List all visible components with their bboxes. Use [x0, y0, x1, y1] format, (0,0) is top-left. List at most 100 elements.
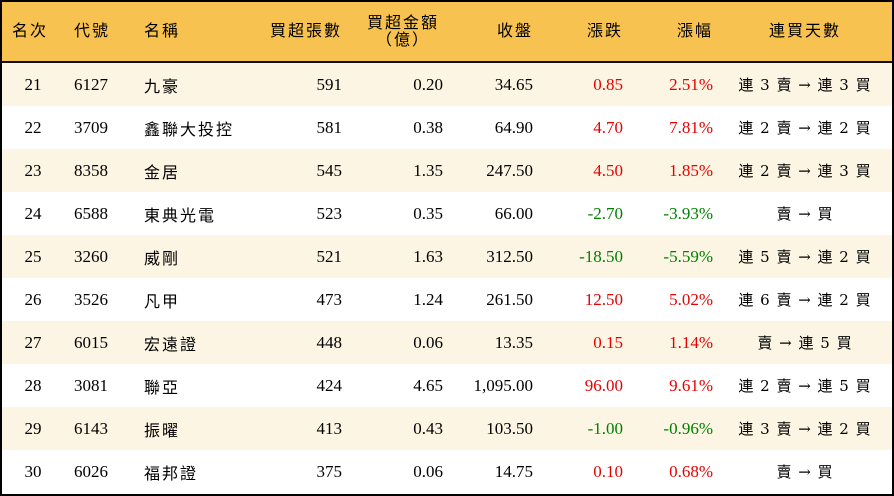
cell-net-buy-amount: 1.24 — [413, 289, 443, 309]
cell-name: 福邦證 — [144, 463, 199, 483]
cell-code: 6143 — [74, 418, 108, 438]
cell-name: 聯亞 — [144, 377, 181, 397]
cell-streak: 連 3 賣 → 連 2 買 — [738, 420, 872, 438]
cell-close: 13.35 — [494, 332, 533, 352]
cell-net-buy-amount: 0.06 — [413, 461, 443, 481]
header-close: 收盤 — [496, 21, 533, 41]
cell-name: 金居 — [144, 162, 181, 182]
cell-close: 1,095.00 — [473, 375, 534, 395]
cell-net-buy-amount: 0.20 — [413, 74, 443, 94]
cell-rank: 24 — [24, 203, 42, 223]
table-row: 30 6026 福邦證 375 0.06 14.75 0.10 0.68% 賣 … — [2, 450, 892, 493]
cell-streak: 賣 → 買 — [776, 463, 834, 481]
table-row: 28 3081 聯亞 424 4.65 1,095.00 96.00 9.61%… — [2, 364, 892, 407]
cell-change-pct: 2.51% — [669, 74, 713, 94]
header-change: 漲跌 — [586, 21, 623, 41]
cell-change: -2.70 — [587, 203, 623, 223]
cell-rank: 28 — [24, 375, 42, 395]
cell-code: 3526 — [74, 289, 108, 309]
cell-net-buy-lots: 521 — [316, 246, 343, 266]
cell-rank: 26 — [24, 289, 42, 309]
table-row: 22 3709 鑫聯大投控 581 0.38 64.90 4.70 7.81% … — [2, 106, 892, 149]
cell-rank: 22 — [24, 117, 42, 137]
header-net-buy-amount-line2: （億） — [375, 29, 430, 49]
cell-rank: 27 — [24, 332, 42, 352]
cell-code: 6588 — [74, 203, 108, 223]
header-net-buy-amount-line1: 買超金額 — [366, 12, 439, 32]
cell-rank: 21 — [24, 74, 42, 94]
cell-change-pct: 7.81% — [669, 117, 713, 137]
cell-name: 宏遠證 — [144, 334, 199, 354]
header-name: 名稱 — [144, 21, 181, 41]
header-net-buy-amount: 買超金額 （億） — [362, 2, 444, 61]
cell-net-buy-lots: 591 — [316, 74, 343, 94]
cell-streak: 連 2 賣 → 連 2 買 — [738, 119, 872, 137]
cell-change: 4.70 — [593, 117, 623, 137]
cell-net-buy-amount: 0.43 — [413, 418, 443, 438]
cell-change: -1.00 — [587, 418, 623, 438]
cell-rank: 25 — [24, 246, 42, 266]
cell-net-buy-lots: 545 — [316, 160, 343, 180]
header-code: 代號 — [74, 21, 111, 41]
cell-net-buy-amount: 1.35 — [413, 160, 443, 180]
cell-name: 東典光電 — [144, 205, 217, 225]
cell-streak: 連 3 賣 → 連 3 買 — [738, 76, 872, 94]
cell-change-pct: 1.14% — [669, 332, 713, 352]
cell-name: 威剛 — [144, 248, 181, 268]
table-row: 24 6588 東典光電 523 0.35 66.00 -2.70 -3.93%… — [2, 192, 892, 235]
table-row: 21 6127 九豪 591 0.20 34.65 0.85 2.51% 連 3… — [2, 63, 892, 106]
cell-net-buy-amount: 4.65 — [413, 375, 443, 395]
table-row: 29 6143 振曜 413 0.43 103.50 -1.00 -0.96% … — [2, 407, 892, 450]
cell-name: 振曜 — [144, 420, 181, 440]
cell-net-buy-lots: 523 — [316, 203, 343, 223]
cell-code: 3260 — [74, 246, 108, 266]
table-header: 名次 代號 名稱 買超張數 買超金額 （億） 收盤 漲跌 漲幅 連買天數 — [2, 2, 892, 63]
header-net-buy-lots: 買超張數 — [269, 21, 342, 41]
cell-streak: 賣 → 連 5 買 — [757, 334, 853, 352]
cell-change-pct: -3.93% — [663, 203, 713, 223]
table-row: 23 8358 金居 545 1.35 247.50 4.50 1.85% 連 … — [2, 149, 892, 192]
cell-change-pct: -5.59% — [663, 246, 713, 266]
cell-code: 6015 — [74, 332, 108, 352]
cell-change-pct: 1.85% — [669, 160, 713, 180]
cell-net-buy-lots: 448 — [316, 332, 343, 352]
cell-code: 3081 — [74, 375, 108, 395]
cell-code: 8358 — [74, 160, 108, 180]
cell-close: 14.75 — [494, 461, 533, 481]
cell-close: 312.50 — [486, 246, 533, 266]
cell-net-buy-lots: 473 — [316, 289, 343, 309]
cell-name: 九豪 — [144, 76, 181, 96]
cell-close: 261.50 — [486, 289, 533, 309]
table-row: 25 3260 威剛 521 1.63 312.50 -18.50 -5.59%… — [2, 235, 892, 278]
cell-net-buy-amount: 1.63 — [413, 246, 443, 266]
cell-change-pct: 0.68% — [669, 461, 713, 481]
cell-change-pct: 5.02% — [669, 289, 713, 309]
cell-streak: 連 6 賣 → 連 2 買 — [738, 291, 872, 309]
cell-close: 103.50 — [486, 418, 533, 438]
cell-code: 6026 — [74, 461, 108, 481]
cell-streak: 連 2 賣 → 連 3 買 — [738, 162, 872, 180]
cell-net-buy-amount: 0.35 — [413, 203, 443, 223]
cell-net-buy-lots: 424 — [316, 375, 343, 395]
cell-rank: 23 — [24, 160, 42, 180]
cell-change: -18.50 — [579, 246, 623, 266]
cell-name: 鑫聯大投控 — [144, 119, 235, 139]
cell-name: 凡甲 — [144, 291, 181, 311]
cell-net-buy-lots: 581 — [316, 117, 343, 137]
cell-change: 0.10 — [593, 461, 623, 481]
cell-net-buy-amount: 0.06 — [413, 332, 443, 352]
cell-code: 6127 — [74, 74, 108, 94]
cell-net-buy-lots: 413 — [316, 418, 343, 438]
cell-change: 4.50 — [593, 160, 623, 180]
cell-change: 0.85 — [593, 74, 623, 94]
cell-streak: 賣 → 買 — [776, 205, 834, 223]
cell-change-pct: -0.96% — [663, 418, 713, 438]
cell-rank: 30 — [24, 461, 42, 481]
header-streak: 連買天數 — [768, 21, 841, 41]
cell-close: 66.00 — [494, 203, 533, 223]
cell-change: 0.15 — [593, 332, 623, 352]
cell-net-buy-amount: 0.38 — [413, 117, 443, 137]
cell-close: 34.65 — [494, 74, 533, 94]
cell-close: 64.90 — [494, 117, 533, 137]
